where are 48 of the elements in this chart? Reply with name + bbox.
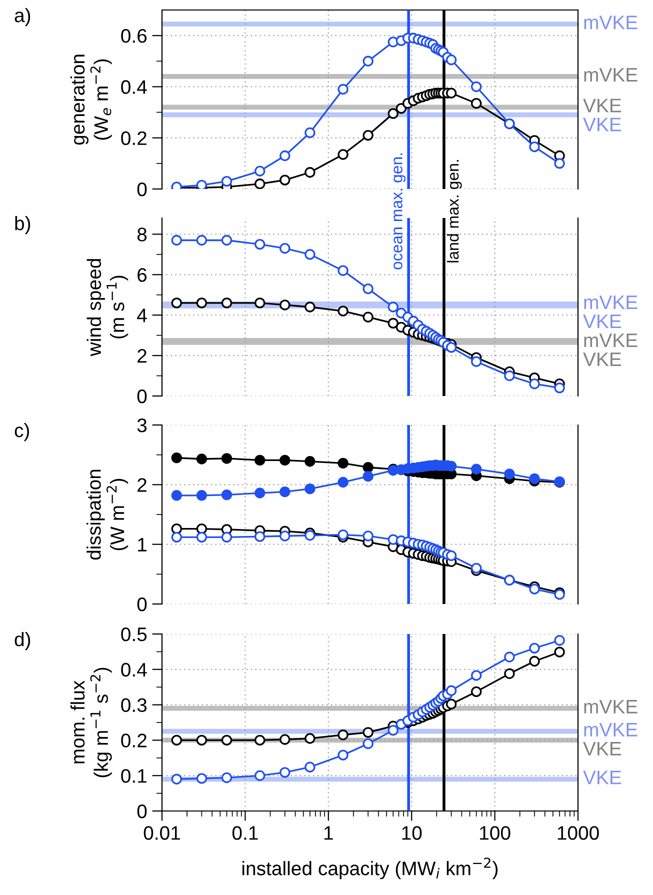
y-tick-label: 8: [137, 228, 147, 242]
ref-line-label: VKE: [583, 742, 622, 756]
y-tick-label: 1: [138, 538, 146, 552]
y-tick-label: 0.4: [121, 80, 147, 94]
ref-line-label: VKE: [583, 314, 622, 328]
y-axis-title: dissipation (W m$^{−2}$): [86, 470, 128, 560]
ref-line-label: VKE: [583, 352, 622, 366]
chart-title: d): [14, 632, 30, 650]
y-tick-label: 0: [137, 597, 147, 612]
y-tick-label: 0.3: [121, 698, 147, 712]
x-tick-label: 1: [324, 826, 333, 840]
x-tick-label: 100: [480, 826, 510, 840]
ref-line-label: VKE: [583, 118, 622, 132]
ref-line-label: mVKE: [584, 296, 638, 309]
ref-line-label: ocean max. gen.: [394, 153, 406, 270]
chart-title: b): [15, 216, 30, 234]
ref-line-label: land max. gen.: [446, 160, 462, 262]
y-axis-title: generation (W$_{e}$ m$^{−2}$): [70, 54, 112, 145]
x-tick-label: 0.1: [232, 826, 258, 840]
chart-title: c): [14, 423, 29, 442]
ref-line-label: mVKE: [584, 68, 638, 82]
ref-line-label: mVKE: [584, 723, 638, 736]
x-tick-label: 1000: [558, 826, 599, 840]
y-tick-label: 2: [138, 349, 146, 363]
y-tick-label: 0.5: [121, 627, 147, 642]
y-tick-label: 0.2: [121, 734, 146, 748]
ref-line-label: VKE: [583, 98, 622, 112]
x-axis-title: installed capacity (MW$_{i}$ km$^{−2}$): [242, 858, 498, 880]
x-tick-label: 10: [402, 826, 422, 840]
y-tick-label: 4: [137, 308, 147, 322]
y-tick-label: 0.4: [121, 662, 147, 677]
ref-line-label: mVKE: [584, 16, 638, 30]
y-tick-label: 0.1: [121, 769, 146, 783]
y-tick-label: 0: [137, 389, 147, 404]
ref-line-label: VKE: [583, 770, 622, 784]
y-axis-title: wind speed (m s$^{−1}$): [86, 259, 128, 356]
ref-line-label: mVKE: [584, 700, 638, 714]
y-axis-title: mom. flux (kg m$^{−1}$ s$^{−2}$): [70, 668, 112, 778]
x-tick-label: 0.01: [144, 826, 180, 840]
y-tick-label: 2: [138, 478, 146, 492]
y-tick-label: 0: [137, 182, 147, 196]
y-tick-label: 3: [137, 418, 147, 432]
y-tick-label: 0.6: [121, 29, 147, 43]
y-tick-label: 6: [138, 268, 147, 282]
ref-line-label: mVKE: [584, 334, 638, 347]
y-tick-label: 0.2: [121, 131, 146, 146]
chart-title: a): [14, 8, 30, 26]
y-tick-label: 0: [137, 804, 147, 818]
